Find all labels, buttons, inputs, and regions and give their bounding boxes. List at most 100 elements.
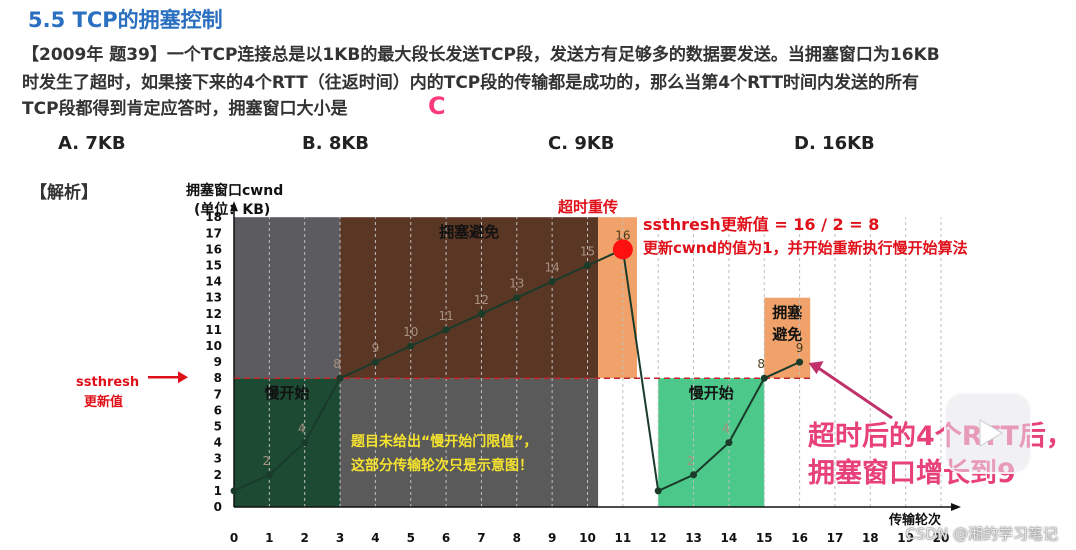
x-tick-label: 1: [265, 531, 273, 545]
cwnd-data-point: [796, 358, 804, 366]
x-tick-label: 8: [513, 531, 521, 545]
y-tick-label: 16: [205, 242, 222, 256]
region-label-avoid-2: 避免: [772, 326, 802, 344]
cwnd-update-text: 更新cwnd的值为1，并开始重新执行慢开始算法: [643, 239, 968, 257]
region-gray-upper: [234, 217, 341, 379]
region-label-avoid-1: 拥塞避免: [439, 223, 499, 241]
option-d: D. 16KB: [794, 133, 875, 154]
cwnd-data-point: [654, 487, 662, 495]
y-axis-arrow: [230, 201, 238, 212]
x-tick-label: 0: [230, 531, 238, 545]
cwnd-data-point: [336, 374, 344, 382]
region-avoid-1: [340, 217, 599, 379]
x-axis-label: 传输轮次: [888, 512, 941, 528]
watermark: CSDN @湘的学习笔记: [905, 525, 1058, 543]
point-label: 15: [580, 245, 595, 259]
x-tick-label: 9: [548, 531, 556, 545]
option-c: C. 9KB: [548, 133, 615, 154]
x-tick-label: 5: [407, 531, 415, 545]
cwnd-data-point: [584, 262, 591, 269]
y-tick-label: 11: [205, 323, 222, 337]
ssthresh-left-label: ssthresh: [76, 375, 140, 390]
cwnd-data-point: [690, 471, 698, 479]
x-tick-label: 20: [933, 531, 950, 545]
cwnd-data-point: [513, 294, 521, 302]
x-tick-label: 15: [756, 531, 773, 545]
x-tick-label: 2: [301, 531, 309, 545]
point-label: 9: [796, 341, 804, 355]
ssthresh-left-label-2: 更新值: [84, 395, 124, 410]
y-tick-label: 5: [214, 420, 222, 434]
cwnd-data-point: [760, 374, 768, 382]
ssthresh-arrowhead: [178, 371, 188, 384]
region-avoid-2: [764, 297, 811, 379]
question-line-1: 【2009年 题39】一个TCP连接总是以1KB的最大段长发送TCP段，发送方有…: [22, 45, 940, 65]
point-label: 2: [263, 454, 271, 468]
y-tick-label: 0: [214, 500, 222, 514]
x-tick-label: 12: [650, 531, 667, 545]
point-label: 4: [298, 422, 306, 436]
analysis-label: 【解析】: [30, 183, 98, 203]
x-tick-label: 4: [371, 531, 379, 545]
region-gray-note: [340, 378, 599, 507]
y-tick-label: 1: [214, 484, 222, 498]
x-tick-label: 11: [614, 531, 631, 545]
region-label-slow-start-1: 慢开始: [265, 384, 310, 402]
point-label: 8: [333, 357, 341, 371]
y-tick-label: 8: [214, 371, 222, 385]
point-label: 8: [757, 357, 765, 371]
handwritten-answer: C: [428, 92, 446, 120]
timeout-label: 超时重传: [558, 198, 619, 216]
y-tick-label: 18: [205, 210, 222, 224]
point-label: 2: [687, 454, 695, 468]
x-tick-label: 3: [336, 531, 344, 545]
cwnd-data-point: [301, 439, 309, 447]
cwnd-data-point: [407, 342, 415, 350]
point-label: 10: [403, 325, 418, 339]
region-label-slow-start-2: 慢开始: [689, 384, 734, 402]
result-arrowhead: [808, 361, 824, 375]
y-tick-label: 13: [205, 291, 222, 305]
play-icon: [979, 419, 1003, 447]
x-tick-label: 10: [579, 531, 596, 545]
timeout-marker: [612, 239, 633, 260]
point-label: 12: [474, 293, 489, 307]
region-slow-start-2: [658, 378, 765, 507]
x-axis-arrow: [951, 503, 961, 511]
region-slow-start-1: [234, 378, 341, 507]
cwnd-data-point: [725, 439, 733, 447]
cwnd-data-point: [265, 471, 273, 479]
point-label: 9: [372, 341, 380, 355]
page-title: 5.5 TCP的拥塞控制: [28, 8, 223, 32]
y-tick-label: 7: [214, 387, 222, 401]
y-axis-label-line1: 拥塞窗口cwnd: [186, 183, 284, 199]
point-label: 11: [438, 309, 453, 323]
x-tick-label: 13: [685, 531, 702, 545]
x-tick-label: 19: [897, 531, 914, 545]
x-tick-label: 7: [477, 531, 485, 545]
point-label: 14: [545, 261, 560, 275]
video-play-overlay[interactable]: [944, 392, 1032, 474]
y-tick-label: 12: [205, 307, 222, 321]
y-tick-label: 2: [214, 468, 222, 482]
cwnd-data-point: [548, 278, 556, 286]
y-tick-label: 3: [214, 452, 222, 466]
question-line-3: TCP段都得到肯定应答时，拥塞窗口大小是: [22, 99, 348, 119]
y-tick-label: 15: [205, 259, 222, 273]
note-line-2: 这部分传输轮次只是示意图！: [351, 458, 533, 474]
y-tick-label: 4: [214, 436, 222, 450]
point-label: 4: [722, 422, 730, 436]
y-tick-label: 10: [205, 339, 222, 353]
option-a: A. 7KB: [58, 133, 126, 154]
cwnd-data-point: [230, 487, 238, 495]
y-tick-label: 6: [214, 403, 222, 417]
x-tick-label: 16: [791, 531, 808, 545]
x-tick-label: 14: [721, 531, 738, 545]
y-tick-label: 9: [214, 355, 222, 369]
ssthresh-update-text: ssthresh更新值 = 16 / 2 = 8: [643, 215, 880, 234]
question-line-2: 时发生了超时，如果接下来的4个RTT（往返时间）内的TCP段的传输都是成功的，那…: [22, 73, 920, 93]
point-label: 16: [615, 228, 630, 242]
x-tick-label: 6: [442, 531, 450, 545]
note-line-1: 题目未给出“慢开始门限值”，: [351, 434, 538, 450]
